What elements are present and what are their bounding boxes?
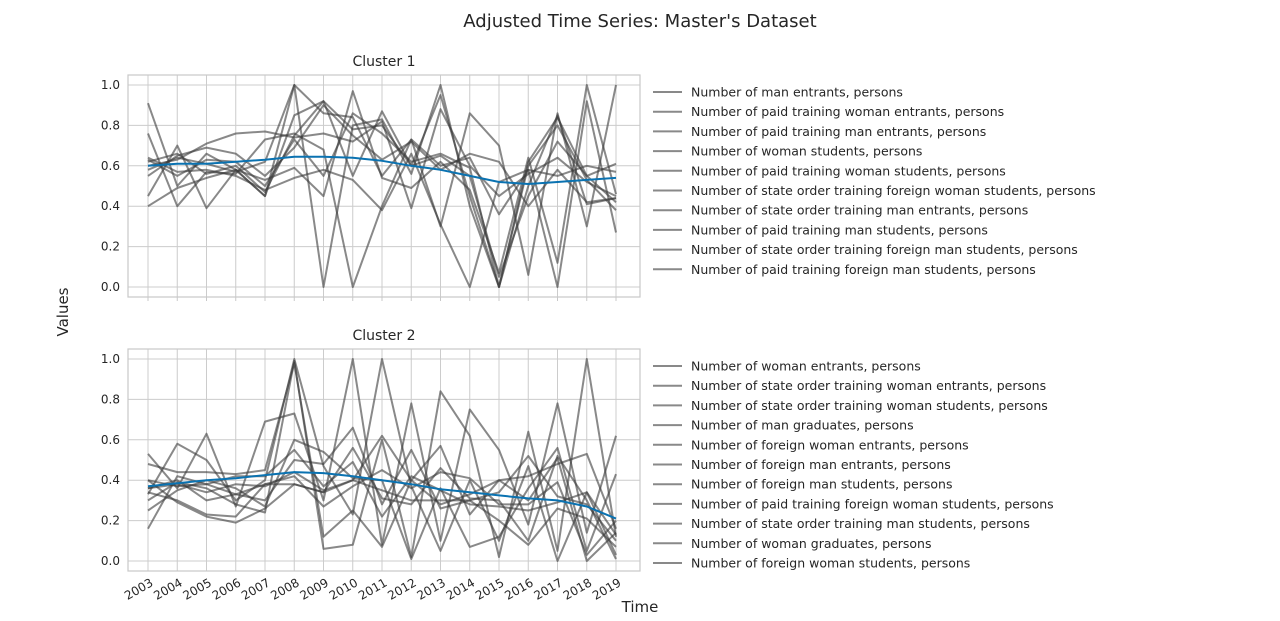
- series-line-3: [147, 94, 617, 288]
- panel-title: Cluster 1: [352, 54, 415, 70]
- legend-entry: Number of paid training man entrants, pe…: [691, 124, 986, 139]
- series-line-5: [147, 426, 617, 542]
- grid: [128, 75, 640, 297]
- x-tick-label: 2005: [181, 575, 214, 602]
- legend-entry: Number of state order training man stude…: [691, 516, 1030, 531]
- legend-entry: Number of paid training woman entrants, …: [691, 104, 1004, 119]
- legend-entry: Number of woman students, persons: [691, 144, 922, 159]
- y-tick-label: 1.0: [101, 78, 120, 92]
- x-axis-label: Time: [621, 598, 659, 616]
- grid: [128, 349, 640, 571]
- x-tick-label: 2003: [122, 575, 155, 602]
- legend-entry: Number of foreign man entrants, persons: [691, 457, 951, 472]
- y-tick-label: 1.0: [101, 352, 120, 366]
- series-line-2: [147, 84, 617, 288]
- y-tick-label: 0.6: [101, 159, 120, 173]
- legend-entry: Number of state order training woman stu…: [691, 398, 1048, 413]
- y-tick-label: 0.2: [101, 514, 120, 528]
- x-tick-label: 2017: [532, 575, 565, 602]
- x-tick-label: 2009: [298, 575, 331, 602]
- x-tick-label: 2011: [356, 575, 389, 602]
- panel-2: Cluster 20.00.20.40.60.81.02003200420052…: [101, 328, 1054, 603]
- mean-line: [147, 471, 617, 520]
- series-line-7: [147, 84, 617, 216]
- x-tick-label: 2004: [151, 575, 184, 602]
- series-line-10: [147, 469, 617, 556]
- y-tick-label: 0.4: [101, 473, 120, 487]
- y-tick-label: 0.8: [101, 392, 120, 406]
- legend-entry: Number of state order training woman ent…: [691, 378, 1046, 393]
- y-tick-label: 0.0: [101, 554, 120, 568]
- legend-entry: Number of man graduates, persons: [691, 418, 914, 433]
- axes-frame: [127, 74, 641, 298]
- series-line-9: [147, 104, 617, 208]
- legend-entry: Number of state order training foreign m…: [691, 242, 1078, 257]
- x-tick-label: 2014: [444, 575, 477, 602]
- panel-1: Cluster 1 0.0 0.2 0.4 0.6 0.8 1.0 Number of man…: [101, 54, 1096, 301]
- series-line-6: [147, 434, 617, 530]
- x-tick-label: 2008: [268, 575, 301, 602]
- y-tick-label: 0.8: [101, 118, 120, 132]
- x-tick-label: 2019: [590, 575, 623, 602]
- series-line-11: [147, 479, 617, 548]
- mean-line: [147, 155, 617, 185]
- x-tick-label: 2013: [415, 575, 448, 602]
- y-axis-label: Values: [54, 287, 72, 336]
- legend-entry: Number of man entrants, persons: [691, 85, 903, 100]
- series-line-10: [147, 112, 617, 288]
- legend-entry: Number of paid training woman students, …: [691, 163, 1006, 178]
- x-tick-label: 2012: [385, 575, 418, 602]
- legend-entry: Number of foreign woman students, person…: [691, 556, 970, 571]
- legend-entry: Number of state order training foreign w…: [691, 183, 1096, 198]
- legend-entry: Number of woman graduates, persons: [691, 536, 931, 551]
- series-lines: [147, 84, 617, 288]
- x-tick-label: 2010: [327, 575, 360, 602]
- x-tick-label: 2018: [561, 575, 594, 602]
- series-line-8: [147, 108, 617, 210]
- legend-entry: Number of paid training foreign woman st…: [691, 496, 1054, 511]
- y-tick-label: 0.6: [101, 433, 120, 447]
- y-tick-label: 0.4: [101, 199, 120, 213]
- legend-entry: Number of state order training man entra…: [691, 203, 1028, 218]
- figure-title: Adjusted Time Series: Master's Dataset: [463, 11, 816, 32]
- series-line-8: [147, 446, 617, 560]
- x-tick-label: 2007: [239, 575, 272, 602]
- legend-entry: Number of paid training foreign man stud…: [691, 262, 1036, 277]
- legend: Number of woman entrants, persons Number …: [653, 359, 1054, 571]
- legend-entry: Number of foreign woman entrants, person…: [691, 437, 969, 452]
- axes-frame: [127, 348, 641, 572]
- legend-entry: Number of paid training man students, pe…: [691, 222, 988, 237]
- chart-panels: Cluster 1 0.0 0.2 0.4 0.6 0.8 1.0 Number of man…: [101, 54, 1096, 603]
- legend: Number of man entrants, persons Number of…: [653, 85, 1096, 277]
- x-tick-label: 2006: [210, 575, 243, 602]
- series-line-3: [147, 358, 617, 546]
- legend-entry: Number of woman entrants, persons: [691, 359, 921, 374]
- x-tick-label: 2015: [473, 575, 506, 602]
- series-line-5: [147, 100, 617, 288]
- legend-entry: Number of foreign man students, persons: [691, 477, 952, 492]
- y-tick-label: 0.2: [101, 240, 120, 254]
- y-tick-label: 0.0: [101, 280, 120, 294]
- panel-title: Cluster 2: [352, 328, 415, 344]
- x-tick-label: 2016: [502, 575, 535, 602]
